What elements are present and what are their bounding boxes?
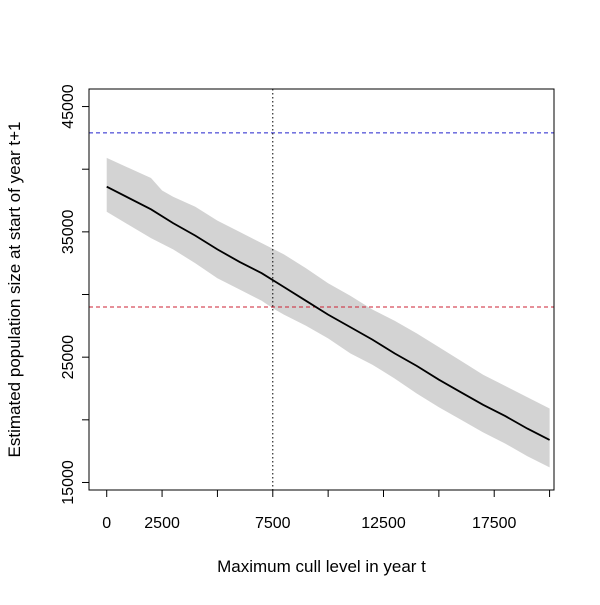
- x-axis: 0 2500 7500 12500 17500: [102, 489, 551, 532]
- estimate-line: [106, 185, 551, 441]
- x-tick-label: 17500: [472, 515, 517, 532]
- y-tick-label: 25000: [60, 335, 77, 380]
- x-axis-title: Maximum cull level in year t: [217, 557, 426, 576]
- x-tick-label: 7500: [255, 515, 291, 532]
- x-tick-label: 0: [102, 515, 111, 532]
- y-axis-title: Estimated population size at start of ye…: [5, 122, 24, 458]
- x-tick-label: 2500: [144, 515, 180, 532]
- y-tick-label: 45000: [60, 84, 77, 129]
- estimate-line-layer: [106, 185, 551, 441]
- y-tick-label: 35000: [60, 210, 77, 255]
- y-tick-label: 15000: [60, 460, 77, 505]
- x-tick-label: 12500: [361, 515, 406, 532]
- y-axis: 15000 25000 35000 45000: [60, 84, 90, 505]
- confidence-band: [106, 157, 550, 468]
- reference-lines-layer: [89, 89, 554, 490]
- confidence-band-layer: [106, 157, 550, 468]
